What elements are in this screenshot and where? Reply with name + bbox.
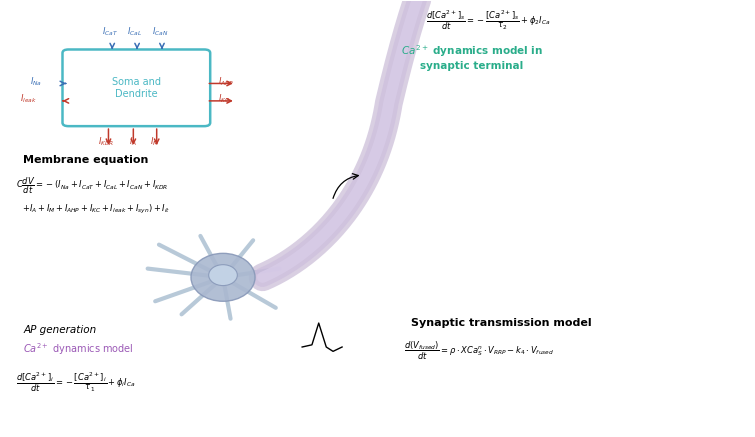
Text: $Ca^{2+}$ dynamics model: $Ca^{2+}$ dynamics model xyxy=(23,341,134,357)
Text: $I_M$: $I_M$ xyxy=(150,136,160,148)
Text: AP generation: AP generation xyxy=(23,325,97,335)
Text: $I_{KDR}$: $I_{KDR}$ xyxy=(98,136,114,148)
Text: $I_{KC}$: $I_{KC}$ xyxy=(217,93,230,105)
Text: Membrane equation: Membrane equation xyxy=(23,155,149,165)
Text: $I_{AHP}$: $I_{AHP}$ xyxy=(217,75,234,87)
Text: $Ca^{2+}$ dynamics model in
synaptic terminal: $Ca^{2+}$ dynamics model in synaptic ter… xyxy=(401,44,543,71)
Text: $\dfrac{d(V_{fused})}{dt}=\rho\cdot XCa_S^n\cdot V_{RRP}-k_4\cdot V_{fused}$: $\dfrac{d(V_{fused})}{dt}=\rho\cdot XCa_… xyxy=(404,340,554,362)
Text: Soma and
Dendrite: Soma and Dendrite xyxy=(112,77,161,99)
FancyBboxPatch shape xyxy=(63,49,210,126)
Ellipse shape xyxy=(191,253,255,301)
Text: $I_{Na}$: $I_{Na}$ xyxy=(30,75,42,87)
Text: $I_{CaT}$: $I_{CaT}$ xyxy=(102,25,118,38)
Text: $I_{leak}$: $I_{leak}$ xyxy=(20,93,37,105)
Text: $+I_A+I_M+I_{AHP}+I_{KC}+I_{leak}+I_{syn})+I_{it}$: $+I_A+I_M+I_{AHP}+I_{KC}+I_{leak}+I_{syn… xyxy=(22,203,170,216)
Text: $I_A$: $I_A$ xyxy=(128,136,137,148)
Text: $I_{CaL}$: $I_{CaL}$ xyxy=(128,25,143,38)
Text: $\dfrac{d[Ca^{2+}]_s}{dt}=-\dfrac{[Ca^{2+}]_s}{\tau_2}+\phi_2 I_{Ca}$: $\dfrac{d[Ca^{2+}]_s}{dt}=-\dfrac{[Ca^{2… xyxy=(427,9,551,32)
Text: $I_{CaN}$: $I_{CaN}$ xyxy=(152,25,168,38)
Text: $\dfrac{d[Ca^{2+}]_i}{dt}=-\dfrac{[Ca^{2+}]_i}{\tau_1}+\phi_i I_{Ca}$: $\dfrac{d[Ca^{2+}]_i}{dt}=-\dfrac{[Ca^{2… xyxy=(16,370,135,394)
Ellipse shape xyxy=(208,265,237,286)
Text: $C\dfrac{dV}{dt}=-(I_{Na}+I_{CaT}+I_{CaL}+I_{CaN}+I_{KDR}$: $C\dfrac{dV}{dt}=-(I_{Na}+I_{CaT}+I_{CaL… xyxy=(16,176,168,196)
Text: Synaptic transmission model: Synaptic transmission model xyxy=(411,318,592,328)
